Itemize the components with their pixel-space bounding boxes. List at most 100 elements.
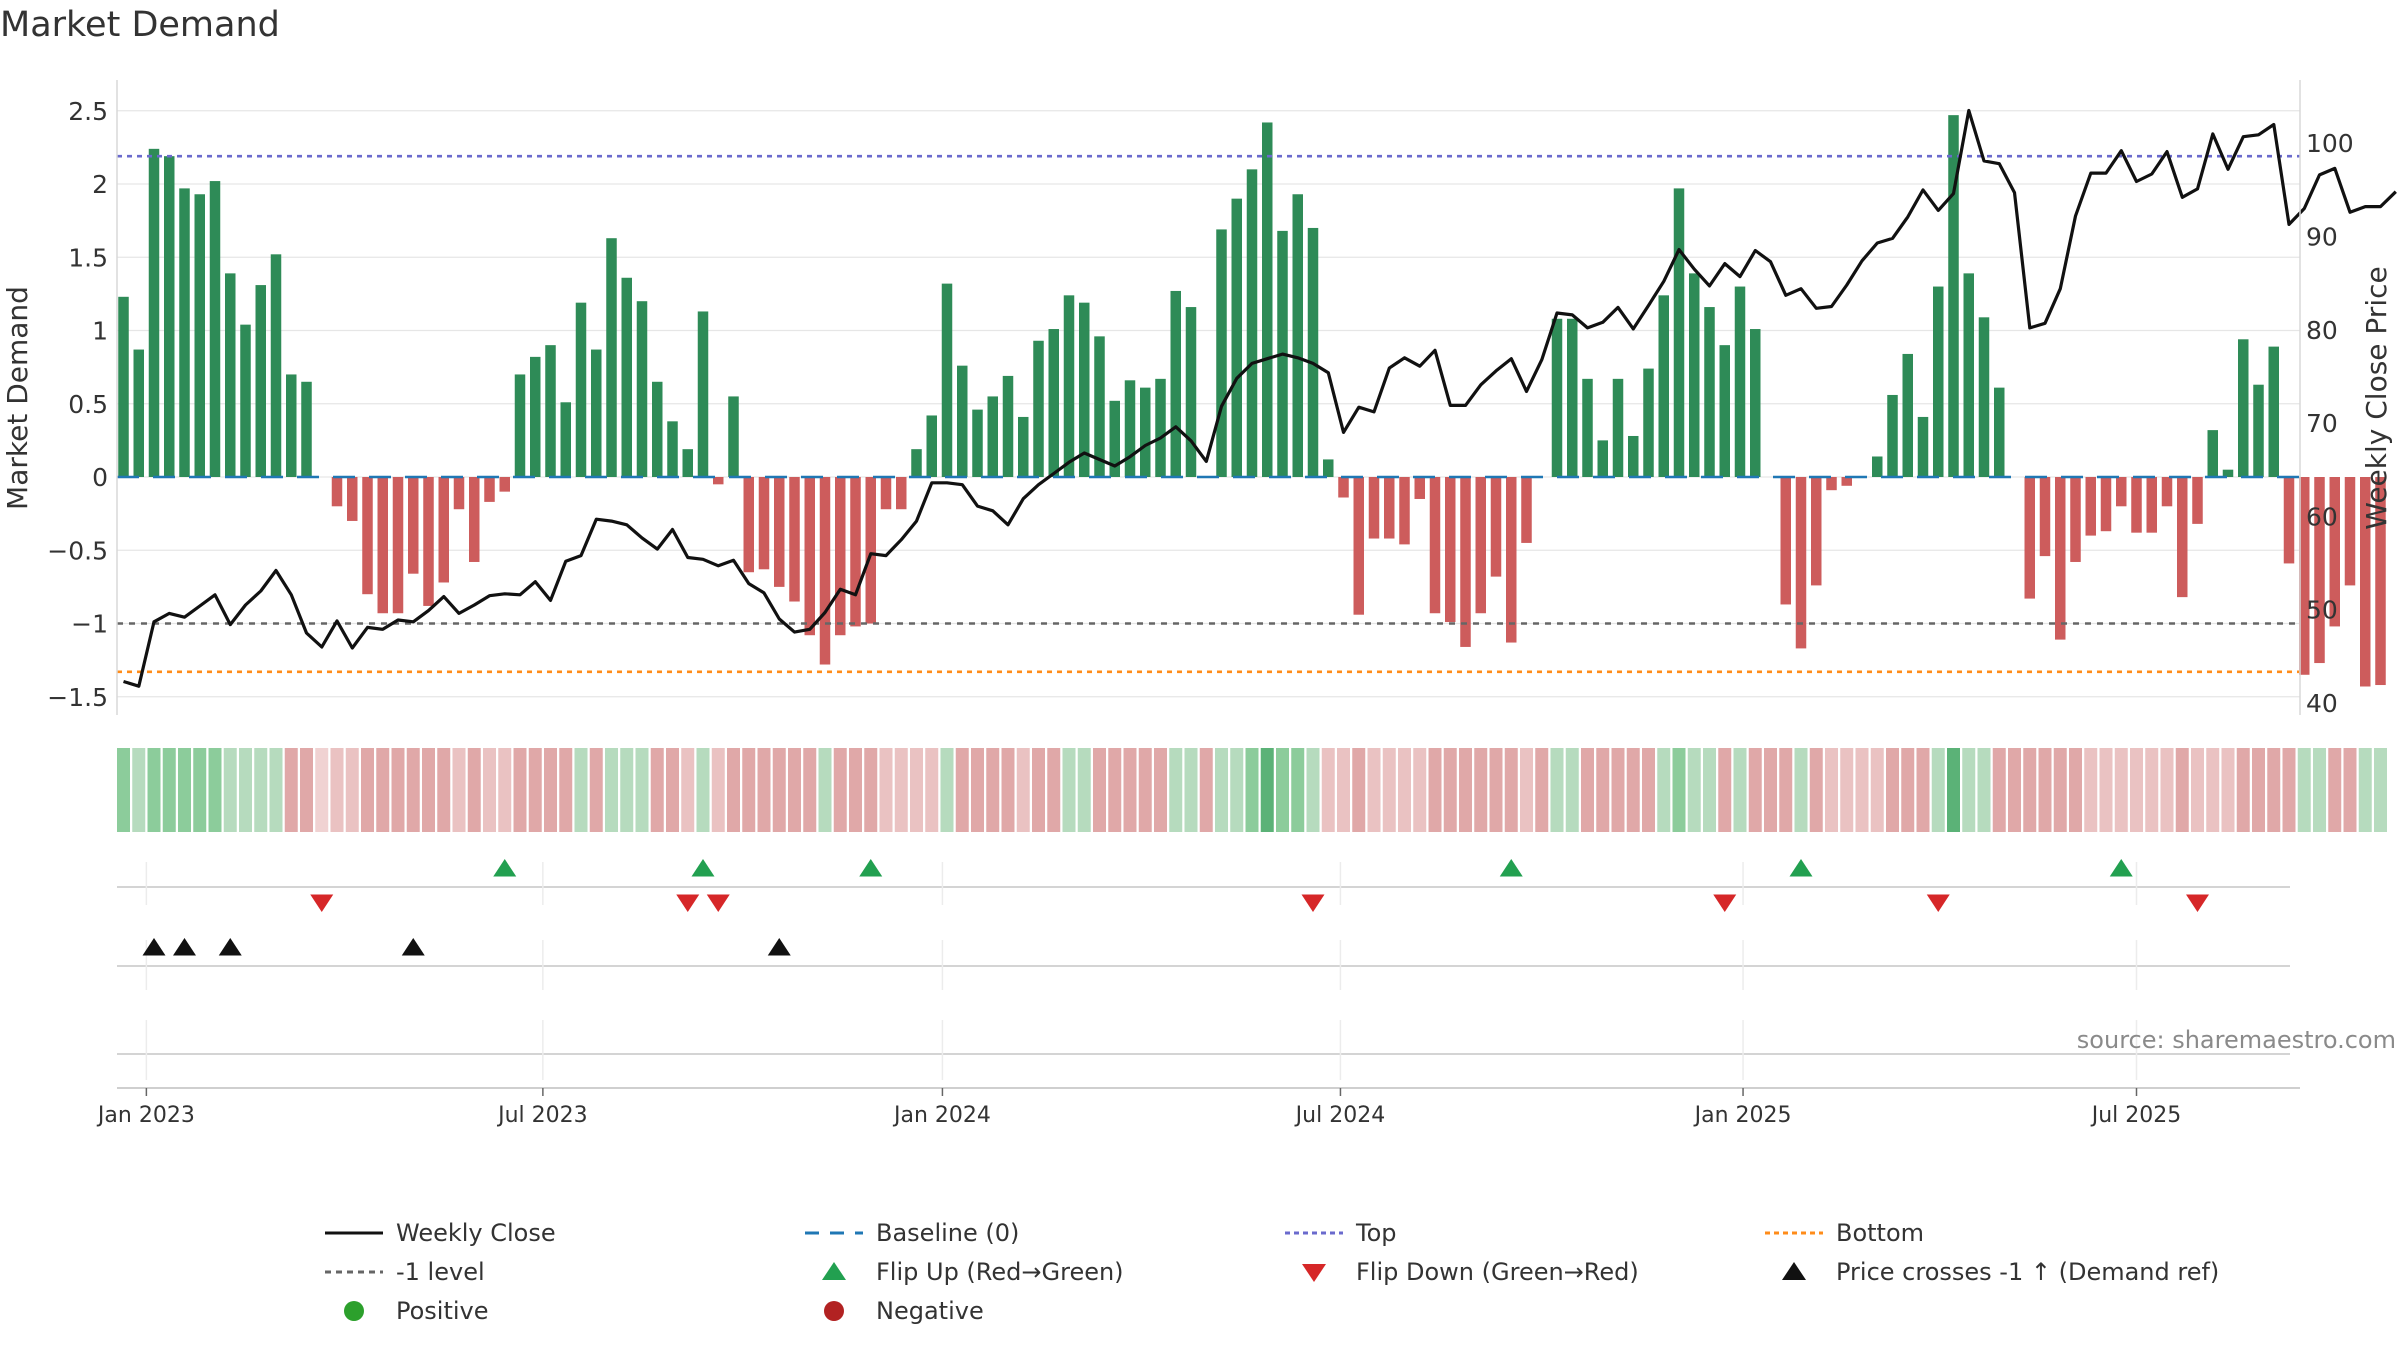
demand-bar	[194, 194, 205, 477]
demand-bar	[1597, 440, 1608, 477]
demand-bar	[2238, 339, 2249, 477]
flip-up-marker	[1499, 859, 1523, 877]
heat-strip-cell	[330, 748, 344, 832]
heat-strip-cell	[1535, 748, 1549, 832]
heat-strip-cell	[971, 748, 984, 832]
heat-strip-cell	[1886, 748, 1899, 832]
legend-swatch	[824, 1301, 844, 1321]
demand-bar	[987, 396, 998, 477]
heat-strip-cell	[193, 748, 207, 832]
heat-strip-cell	[147, 748, 161, 832]
heat-strip-cell	[1825, 748, 1838, 832]
heat-strip-cell	[666, 748, 679, 832]
y-tick-label: −1.5	[47, 683, 108, 712]
heat-strip-cell	[284, 748, 298, 832]
demand-bar	[179, 188, 190, 477]
price-cross-marker	[767, 938, 791, 956]
heat-strip-cell	[1642, 748, 1655, 832]
heat-strip-cell	[910, 748, 923, 832]
demand-bar	[911, 449, 922, 477]
demand-bar	[2268, 346, 2279, 477]
demand-bar	[240, 324, 251, 477]
heat-strip-cell	[1306, 748, 1320, 832]
demand-bar	[286, 374, 297, 477]
heat-strip-cell	[2374, 748, 2387, 832]
demand-bar	[2131, 477, 2142, 533]
demand-bar	[2253, 384, 2264, 477]
heat-strip-cell	[833, 748, 847, 832]
demand-bar	[1094, 336, 1105, 477]
y2-tick-label: 70	[2306, 409, 2338, 438]
heat-strip-cell	[269, 748, 283, 832]
demand-bar	[1018, 416, 1029, 477]
heat-strip-cell	[1123, 748, 1137, 832]
y2-tick-label: 60	[2306, 502, 2338, 531]
y-tick-label: 0.5	[68, 390, 108, 419]
y-tick-label: 1.5	[68, 243, 108, 272]
demand-bar	[1475, 477, 1486, 614]
demand-bar	[1140, 387, 1151, 477]
demand-bar	[1994, 387, 2005, 477]
legend-item-top: Top	[1285, 1219, 1397, 1247]
heat-strip-cell	[2160, 748, 2174, 832]
heat-strip-cell	[376, 748, 390, 832]
heat-strip-cell	[1550, 748, 1564, 832]
demand-bar	[1323, 459, 1334, 477]
heat-strip-cell	[1108, 748, 1122, 832]
demand-bar	[575, 302, 587, 477]
legend-item-flip-up: Flip Up (Red→Green)	[822, 1258, 1124, 1286]
axes: −1.5 −1 −0.5 0 0.5 1 1.5 2 2.5 40 50 60 70 80 90 100	[47, 80, 2354, 718]
heat-strip-cell	[879, 748, 893, 832]
demand-bar	[1368, 477, 1380, 539]
demand-bar	[225, 273, 236, 477]
heat-strip-cell	[818, 748, 832, 832]
heat-strip-cell	[1779, 748, 1793, 832]
legend-label: -1 level	[396, 1258, 485, 1286]
heat-strip-cell	[1794, 748, 1808, 832]
demand-bar	[819, 477, 831, 665]
heat-strip-cell	[2313, 748, 2326, 832]
heat-strip-cell	[1992, 748, 2006, 832]
price-cross-marker	[401, 938, 425, 956]
y2-tick-label: 100	[2306, 129, 2354, 158]
heat-strip-cell	[696, 748, 710, 832]
heat-strip-cell	[2038, 748, 2052, 832]
y2-tick-label: 40	[2306, 689, 2338, 718]
legend-item-positive: Positive	[344, 1297, 489, 1325]
x-tick-label: Jul 2024	[1294, 1103, 1386, 1128]
heat-strip-cell	[2145, 748, 2159, 832]
demand-bar	[1063, 295, 1075, 477]
demand-bar	[2314, 477, 2325, 664]
heat-strip-cell	[422, 748, 435, 832]
heat-strip-cell	[513, 748, 527, 832]
heat-strip-cell	[1032, 748, 1045, 832]
heat-strip-cell	[1626, 748, 1640, 832]
legend-label: Positive	[396, 1297, 489, 1325]
demand-bar	[1353, 477, 1364, 615]
demand-bar	[1887, 394, 1898, 477]
heat-strip-cell	[2221, 748, 2235, 832]
demand-bar	[972, 409, 983, 477]
demand-bar	[2375, 477, 2386, 686]
demand-bar	[1902, 353, 1913, 477]
heat-strip-cell	[1199, 748, 1213, 832]
demand-bar	[2207, 430, 2218, 477]
demand-bar	[1506, 477, 1517, 643]
demand-bar	[408, 477, 419, 574]
demand-bar	[1841, 477, 1852, 486]
demand-bar	[2192, 477, 2203, 524]
demand-bar	[1826, 477, 1837, 491]
heat-strip-cell	[1276, 748, 1289, 832]
y2-tick-label: 90	[2306, 223, 2338, 252]
weekly-close-series	[123, 108, 2397, 688]
demand-bar	[652, 381, 663, 477]
demand-bar	[621, 277, 632, 477]
y-tick-label: 0	[92, 463, 108, 492]
heat-strip-cell	[574, 748, 588, 832]
heat-strip-cell	[2008, 748, 2021, 832]
y-axis-label: Market Demand	[1, 286, 34, 510]
demand-bar	[743, 477, 754, 573]
heat-strip-cell	[2114, 748, 2128, 832]
heat-strip-cell	[345, 748, 359, 832]
